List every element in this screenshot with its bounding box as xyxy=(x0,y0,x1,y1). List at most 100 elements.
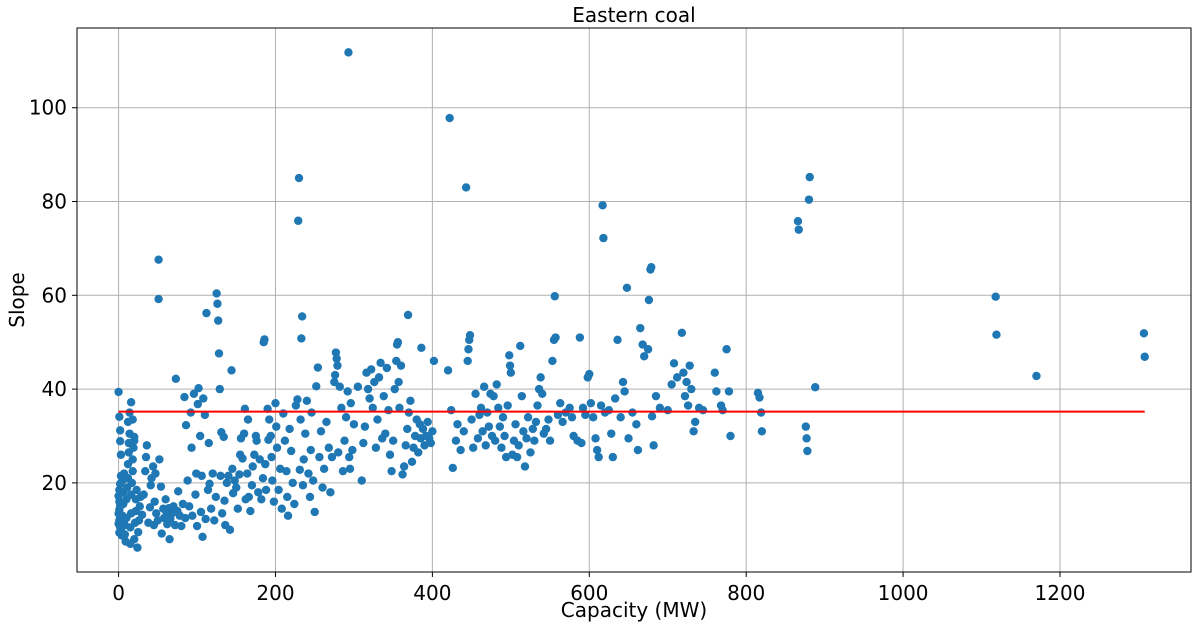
scatter-point xyxy=(417,343,426,353)
scatter-point xyxy=(180,392,189,402)
scatter-point xyxy=(589,413,598,422)
scatter-point xyxy=(390,384,399,394)
scatter-point xyxy=(585,369,594,379)
scatter-point xyxy=(1140,352,1149,361)
scatter-point xyxy=(272,443,282,452)
scatter-point xyxy=(520,462,530,471)
scatter-point xyxy=(443,366,453,375)
scatter-point xyxy=(348,445,357,455)
tick-layer: 0 200 400 600 800 1000 1200 20 40 60 80 100 xyxy=(29,96,1086,605)
scatter-point xyxy=(550,292,559,301)
scatter-point xyxy=(755,393,764,402)
scatter-point xyxy=(698,406,708,415)
scatter-point xyxy=(157,529,166,538)
scatter-point xyxy=(243,415,253,424)
scatter-point xyxy=(128,466,137,476)
y-axis-label: Slope xyxy=(5,272,29,328)
scatter-point xyxy=(553,410,563,420)
scatter-point xyxy=(498,413,508,422)
scatter-point xyxy=(516,341,525,351)
scatter-point xyxy=(519,427,528,436)
scatter-point xyxy=(135,502,144,511)
scatter-point xyxy=(322,417,331,427)
scatter-point xyxy=(494,403,503,413)
scatter-point xyxy=(154,294,163,304)
scatter-point xyxy=(371,443,381,452)
scatter-point xyxy=(544,415,553,424)
scatter-point xyxy=(551,333,560,342)
scatter-point xyxy=(395,403,404,413)
scatter-point xyxy=(139,490,148,499)
scatter-point xyxy=(302,396,312,406)
scatter-point xyxy=(710,368,720,377)
scatter-point xyxy=(618,377,628,387)
scatter-point xyxy=(804,195,814,204)
scatter-point xyxy=(802,434,811,443)
scatter-point xyxy=(365,394,374,403)
scatter-point xyxy=(374,373,384,382)
scatter-point xyxy=(130,432,139,442)
scatter-point xyxy=(473,434,483,443)
scatter-point xyxy=(334,448,343,457)
scatter-point xyxy=(368,403,377,413)
scatter-point xyxy=(330,377,339,387)
scatter-point xyxy=(193,399,203,409)
scatter-point xyxy=(150,497,159,506)
scatter-point xyxy=(349,420,359,429)
scatter-point xyxy=(189,389,199,398)
x-tick-label: 800 xyxy=(727,581,765,605)
scatter-point xyxy=(224,471,233,481)
scatter-point xyxy=(381,429,390,438)
scatter-point xyxy=(313,363,323,372)
scatter-point xyxy=(451,436,461,445)
scatter-point xyxy=(115,412,124,421)
scatter-point xyxy=(531,417,541,427)
scatter-point xyxy=(811,383,820,392)
scatter-point xyxy=(297,334,306,343)
scatter-point xyxy=(591,434,600,443)
scatter-point xyxy=(677,328,687,338)
scatter-point xyxy=(187,443,196,452)
scatter-point xyxy=(192,521,202,531)
scatter-point xyxy=(468,443,478,452)
scatter-point xyxy=(722,345,731,354)
scatter-point xyxy=(604,406,614,415)
scatter-point xyxy=(133,543,142,552)
scatter-point xyxy=(459,427,468,436)
scatter-point xyxy=(718,406,727,415)
scatter-point xyxy=(638,340,647,349)
scatter-point xyxy=(394,377,403,387)
scatter-point xyxy=(239,429,249,438)
scatter-point xyxy=(376,358,385,368)
scatter-point xyxy=(465,330,475,340)
scatter-point xyxy=(210,516,219,525)
scatter-point xyxy=(155,455,164,464)
scatter-point xyxy=(633,445,643,455)
scatter-point xyxy=(247,481,257,490)
scatter-point xyxy=(384,406,393,415)
scatter-point xyxy=(324,443,334,452)
grid-layer xyxy=(77,28,1191,572)
scatter-point xyxy=(467,415,476,424)
scatter-point xyxy=(636,323,645,333)
scatter-point xyxy=(183,476,192,485)
scatter-point xyxy=(445,113,454,123)
scatter-point xyxy=(608,452,618,462)
scatter-point xyxy=(453,420,462,429)
plot-frame xyxy=(76,27,1192,573)
scatter-point xyxy=(154,255,163,264)
scatter-point xyxy=(277,504,286,513)
scatter-point xyxy=(655,403,665,413)
scatter-point xyxy=(647,262,656,272)
scatter-point xyxy=(255,455,264,464)
scatter-point xyxy=(757,427,767,436)
scatter-point xyxy=(341,413,351,422)
scatter-point xyxy=(523,413,533,422)
scatter-point xyxy=(464,345,473,354)
scatter-point xyxy=(151,469,160,478)
scatter-point xyxy=(471,389,480,398)
scatter-point xyxy=(269,497,279,506)
scatter-point xyxy=(476,403,486,413)
scatter-point xyxy=(643,345,653,354)
scatter-point xyxy=(506,368,516,377)
